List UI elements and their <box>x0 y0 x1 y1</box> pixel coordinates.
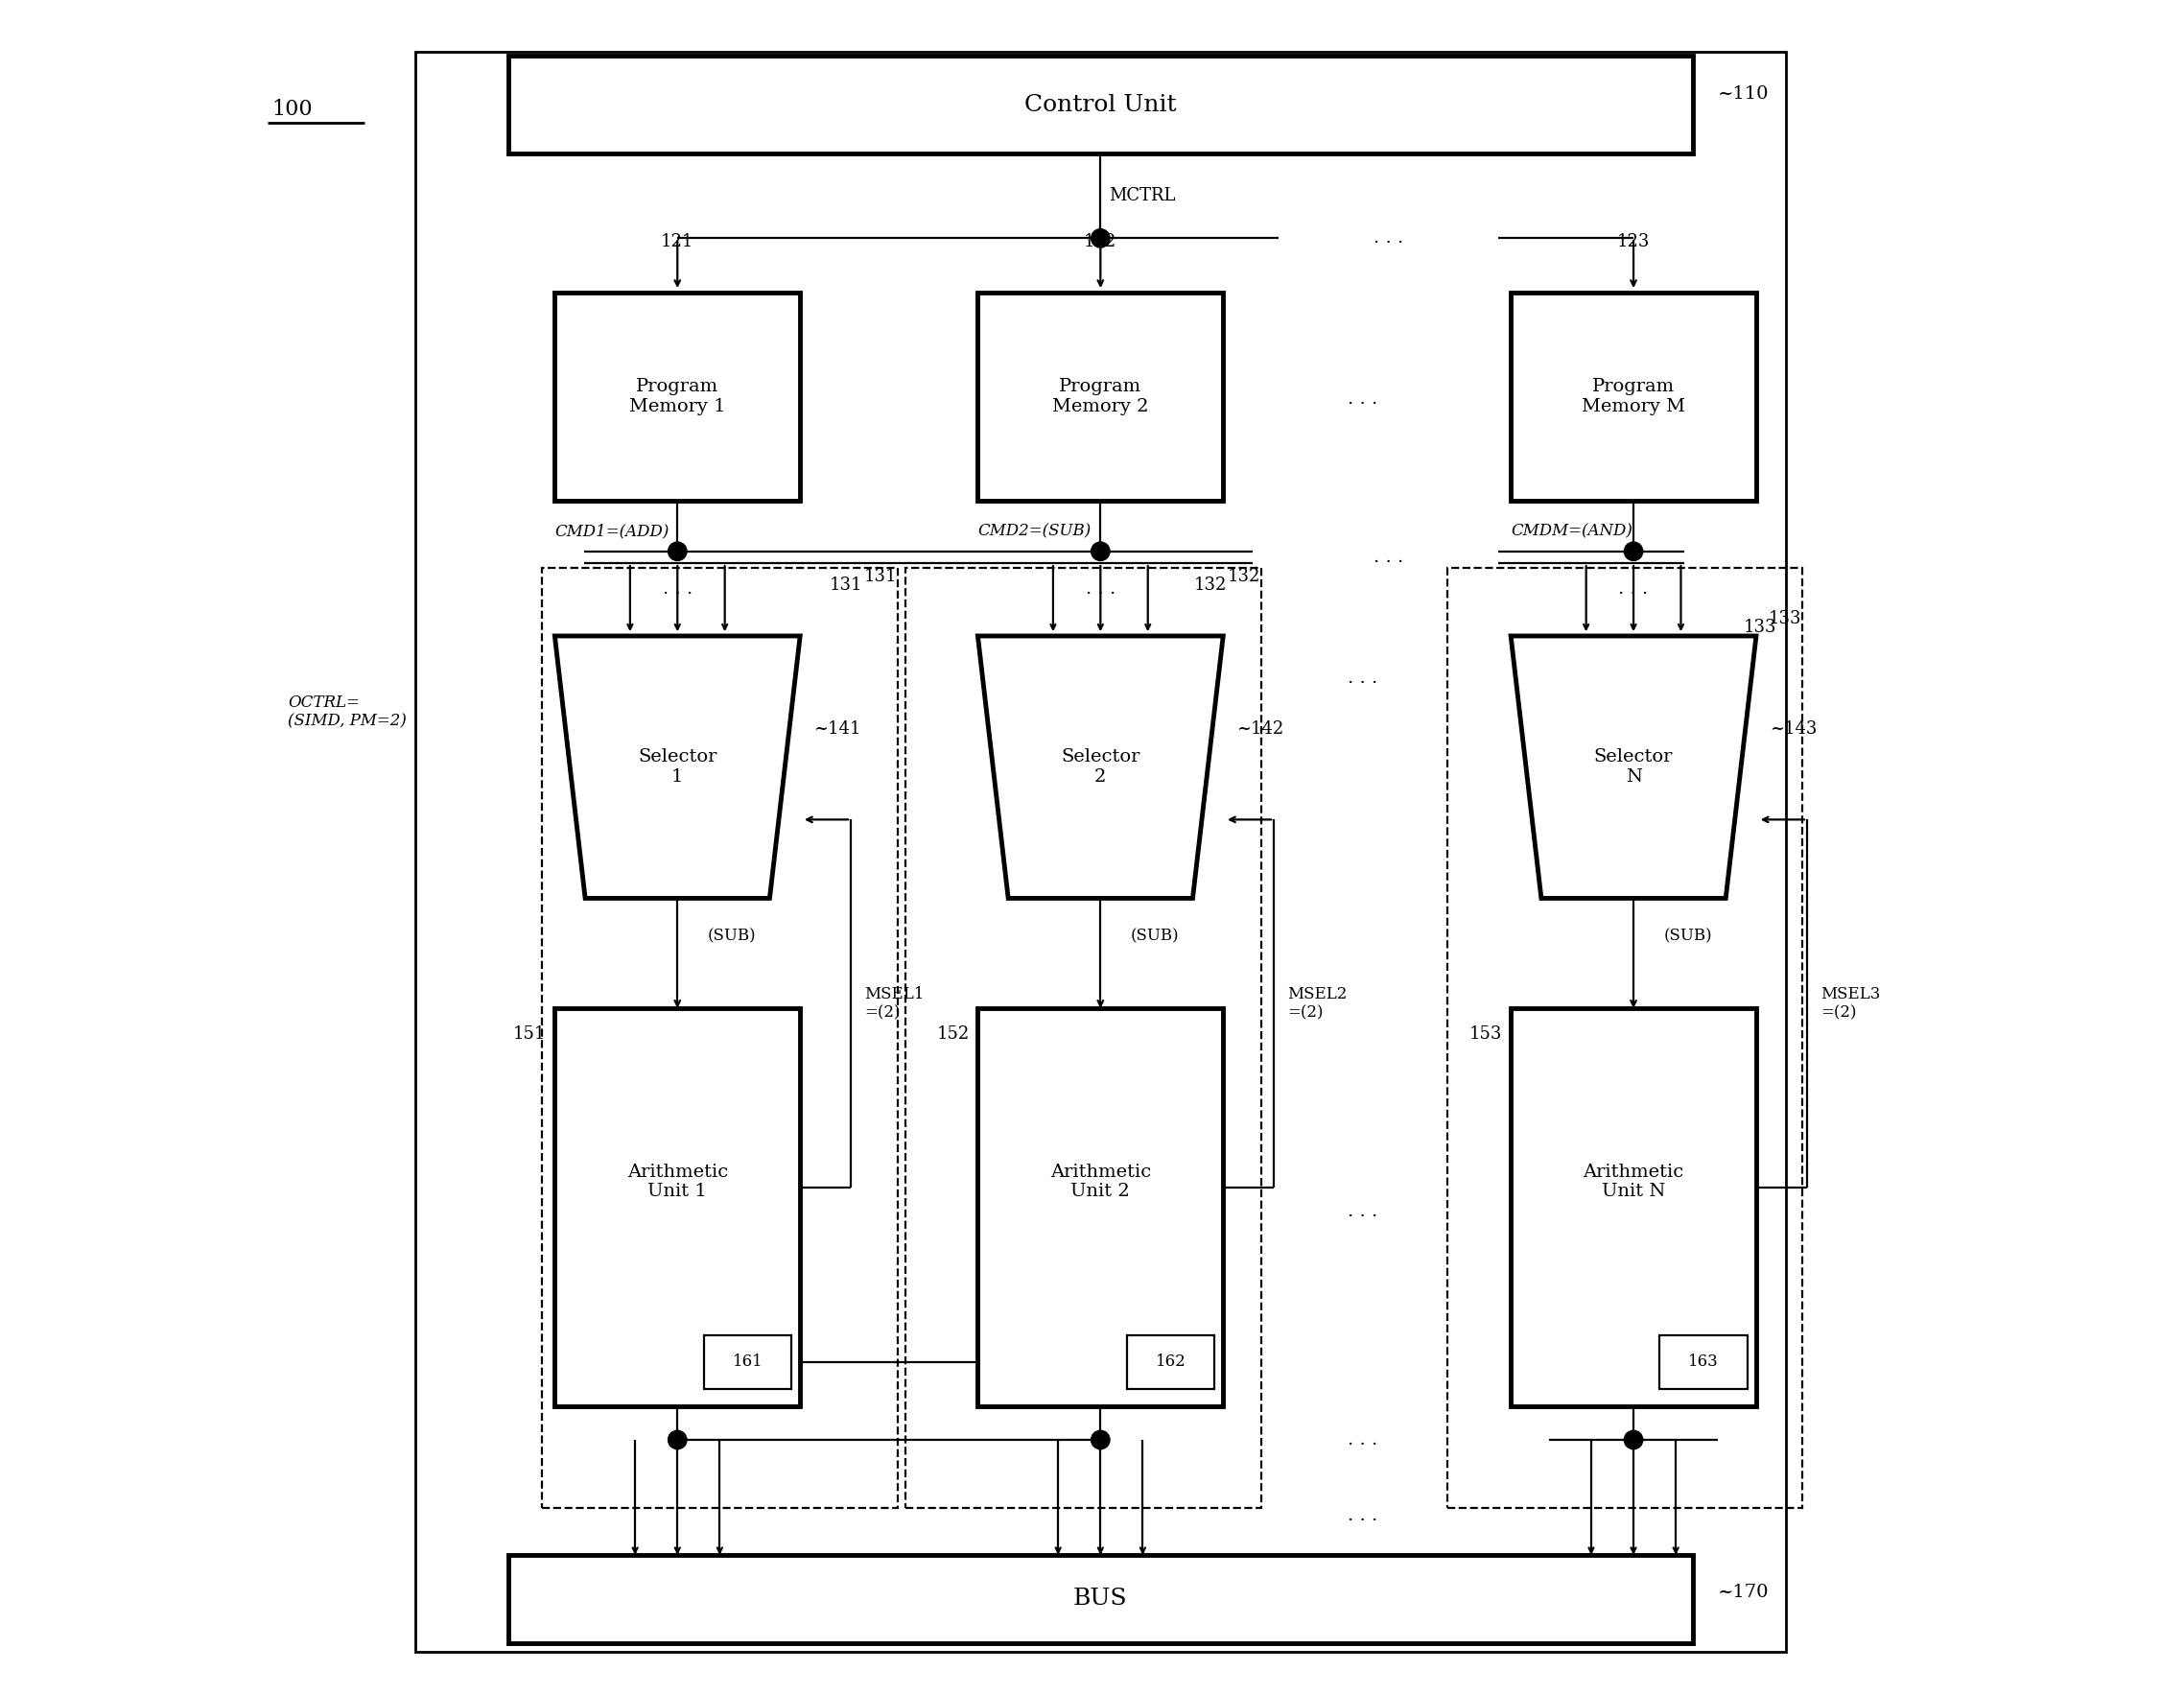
Text: . . .: . . . <box>1374 549 1402 566</box>
Text: . . .: . . . <box>1085 580 1116 597</box>
Polygon shape <box>978 636 1223 898</box>
Text: . . .: . . . <box>1348 390 1378 408</box>
Circle shape <box>668 1431 686 1449</box>
Bar <box>1127 1336 1214 1388</box>
Text: MSEL1
=(2): MSEL1 =(2) <box>865 986 924 1020</box>
Text: . . .: . . . <box>1374 229 1402 247</box>
Text: (SUB): (SUB) <box>1664 929 1712 944</box>
Bar <box>555 293 799 500</box>
Text: Arithmetic
Unit N: Arithmetic Unit N <box>1583 1163 1684 1200</box>
Text: CMDM=(AND): CMDM=(AND) <box>1511 522 1631 539</box>
Text: Selector
N: Selector N <box>1594 749 1673 786</box>
Bar <box>1448 568 1802 1507</box>
Bar <box>509 56 1693 154</box>
Text: MSEL2
=(2): MSEL2 =(2) <box>1286 986 1348 1020</box>
Text: CMD2=(SUB): CMD2=(SUB) <box>978 522 1092 539</box>
Text: 131: 131 <box>830 576 863 593</box>
Circle shape <box>1092 542 1109 561</box>
Text: 132: 132 <box>1227 568 1260 585</box>
Text: 131: 131 <box>863 568 898 585</box>
Text: . . .: . . . <box>1348 1203 1378 1220</box>
Text: . . .: . . . <box>1618 580 1649 597</box>
Bar <box>906 568 1260 1507</box>
Bar <box>542 568 898 1507</box>
Text: MSEL3
=(2): MSEL3 =(2) <box>1821 986 1880 1020</box>
Bar <box>415 53 1787 1651</box>
Text: 100: 100 <box>271 98 312 120</box>
Circle shape <box>1092 229 1109 247</box>
Circle shape <box>668 542 686 561</box>
Text: (SUB): (SUB) <box>1131 929 1179 944</box>
Text: 162: 162 <box>1155 1354 1186 1370</box>
Text: ~110: ~110 <box>1719 86 1769 103</box>
Text: Program
Memory 1: Program Memory 1 <box>629 378 725 415</box>
Text: ~142: ~142 <box>1236 720 1284 737</box>
Text: Arithmetic
Unit 2: Arithmetic Unit 2 <box>1051 1163 1151 1200</box>
Text: 123: 123 <box>1616 232 1649 251</box>
Text: (SUB): (SUB) <box>708 929 756 944</box>
Text: Program
Memory 2: Program Memory 2 <box>1053 378 1149 415</box>
Bar <box>1660 1336 1747 1388</box>
Circle shape <box>1092 1431 1109 1449</box>
Text: Control Unit: Control Unit <box>1024 93 1177 115</box>
Text: 153: 153 <box>1470 1025 1503 1042</box>
Polygon shape <box>555 636 799 898</box>
Bar <box>1511 293 1756 500</box>
Text: CMD1=(ADD): CMD1=(ADD) <box>555 522 668 539</box>
Polygon shape <box>1511 636 1756 898</box>
Circle shape <box>1625 1431 1642 1449</box>
Text: OCTRL=
(SIMD, PM=2): OCTRL= (SIMD, PM=2) <box>288 695 406 729</box>
Text: 161: 161 <box>732 1354 762 1370</box>
Text: Selector
1: Selector 1 <box>638 749 716 786</box>
Text: . . .: . . . <box>1348 1431 1378 1449</box>
Text: 121: 121 <box>662 232 695 251</box>
Text: 122: 122 <box>1083 232 1116 251</box>
Text: Program
Memory M: Program Memory M <box>1581 378 1686 415</box>
Bar <box>703 1336 791 1388</box>
Text: Arithmetic
Unit 1: Arithmetic Unit 1 <box>627 1163 727 1200</box>
Text: BUS: BUS <box>1072 1588 1127 1610</box>
Text: 133: 133 <box>1743 619 1776 636</box>
Circle shape <box>1625 542 1642 561</box>
Text: . . .: . . . <box>662 580 692 597</box>
Bar <box>555 1009 799 1405</box>
Text: ~141: ~141 <box>815 720 860 737</box>
Bar <box>509 1554 1693 1642</box>
Text: 163: 163 <box>1688 1354 1719 1370</box>
Text: . . .: . . . <box>1348 1507 1378 1524</box>
Text: ~143: ~143 <box>1769 720 1817 737</box>
Bar <box>1511 1009 1756 1405</box>
Text: 132: 132 <box>1192 576 1227 593</box>
Bar <box>978 293 1223 500</box>
Text: 133: 133 <box>1769 610 1802 627</box>
Text: Selector
2: Selector 2 <box>1061 749 1140 786</box>
Text: 151: 151 <box>513 1025 546 1042</box>
Text: ~170: ~170 <box>1719 1583 1769 1600</box>
Text: MCTRL: MCTRL <box>1109 188 1175 205</box>
Text: 152: 152 <box>937 1025 970 1042</box>
Text: . . .: . . . <box>1348 670 1378 686</box>
Bar <box>978 1009 1223 1405</box>
